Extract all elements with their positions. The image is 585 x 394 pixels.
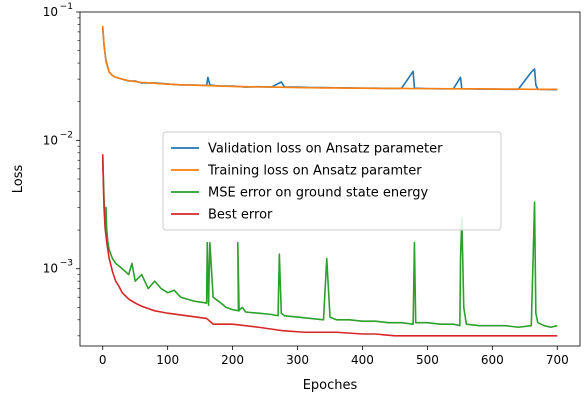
x-tick-label: 300 (286, 353, 309, 367)
legend: Validation loss on Ansatz parameter Train… (162, 131, 502, 231)
series-layer (101, 25, 558, 337)
y-tick-exponent: −2 (60, 130, 73, 140)
series-line-2 (101, 156, 558, 329)
x-tick-label: 500 (416, 353, 439, 367)
legend-label-1: Training loss on Ansatz paramter (207, 164, 422, 179)
y-tick-label: 10 (43, 262, 58, 276)
y-tick-label: 10 (43, 5, 58, 19)
y-axis-label: Loss (11, 165, 26, 194)
legend-box (162, 131, 502, 231)
series-line-1 (101, 25, 558, 91)
x-axis-label: Epoches (303, 378, 358, 393)
legend-label-3: Best error (208, 208, 273, 223)
y-tick-exponent: −1 (60, 2, 73, 12)
y-tick-exponent: −3 (60, 259, 73, 269)
legend-label-0: Validation loss on Ansatz parameter (208, 142, 443, 157)
x-axis: 0 100 200 300 400 500 600 700 (99, 346, 569, 367)
y-axis: 10−310−210−1 (43, 2, 80, 337)
x-tick-label: 0 (99, 353, 107, 367)
series-line-3 (101, 154, 558, 337)
x-tick-label: 100 (156, 353, 179, 367)
legend-label-2: MSE error on ground state energy (208, 186, 429, 201)
x-tick-label: 200 (221, 353, 244, 367)
series-line-0 (101, 27, 558, 91)
x-tick-label: 600 (481, 353, 504, 367)
x-tick-label: 700 (546, 353, 569, 367)
y-tick-label: 10 (43, 133, 58, 147)
x-tick-label: 400 (351, 353, 374, 367)
